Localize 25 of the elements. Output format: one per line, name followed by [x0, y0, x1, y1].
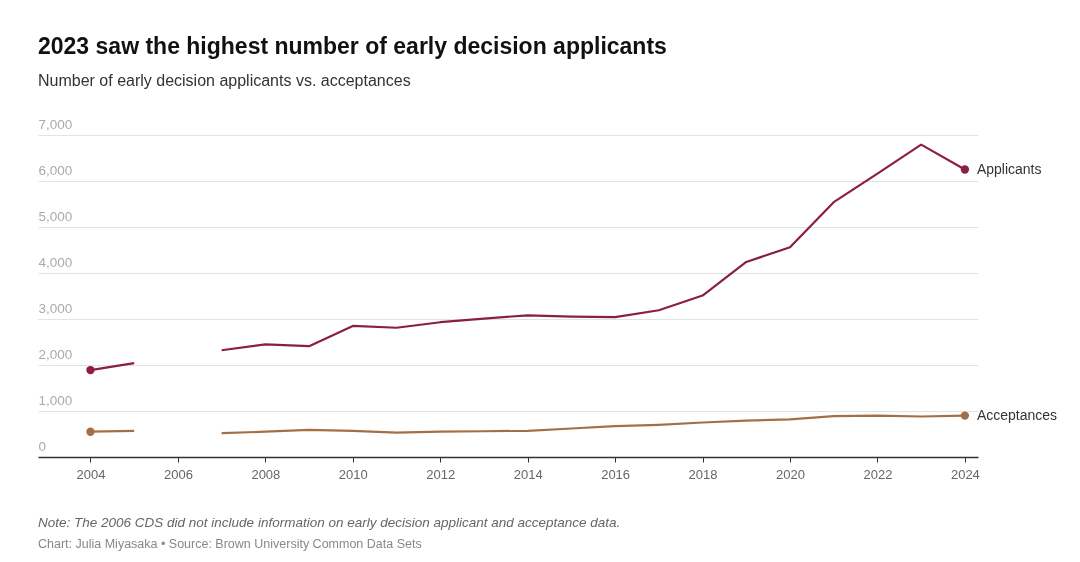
x-tick-label: 2008 [251, 466, 281, 482]
y-tick-label: 0 [38, 438, 47, 454]
y-tick-label: 4,000 [38, 254, 73, 270]
x-tick-label: 2014 [513, 466, 543, 482]
text: Note: The 2006 CDS did not include information on early decision applicant and acceptance data. [38, 515, 622, 530]
x-tick-label: 2020 [776, 466, 805, 482]
x-tick-label: 2016 [601, 466, 631, 482]
chart-title: 2023 saw the highest number of early decision applicants [38, 33, 667, 59]
y-tick-label: 7,000 [38, 116, 73, 132]
y-tick-label: 6,000 [38, 162, 73, 178]
series-label: Acceptances [976, 406, 1058, 423]
y-tick-label: 2,000 [38, 346, 73, 362]
y-tick-label: 1,000 [38, 392, 73, 408]
y-tick-label: 5,000 [38, 208, 73, 224]
x-tick-label: 2018 [688, 466, 718, 482]
x-tick-label: 2024 [950, 466, 980, 482]
x-tick-label: 2010 [338, 466, 368, 482]
chart-subtitle: Number of early decision applicants vs. acceptances [38, 72, 411, 89]
series-label: Applicants [976, 160, 1042, 177]
text: Chart: Julia Miyasaka • Source: Brown University Common Data Sets [38, 537, 423, 551]
y-tick-label: 3,000 [38, 300, 73, 316]
x-tick-label: 2022 [863, 466, 893, 482]
x-tick-label: 2004 [76, 466, 106, 482]
x-tick-label: 2006 [163, 466, 193, 482]
x-tick-label: 2012 [426, 466, 456, 482]
